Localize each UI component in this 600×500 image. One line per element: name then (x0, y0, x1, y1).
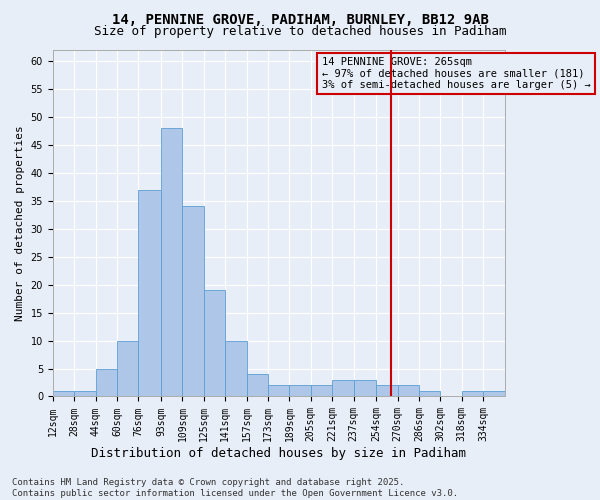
Bar (483, 391, 505, 396)
Bar (462, 391, 483, 396)
Bar (398, 386, 419, 396)
Bar (53, 391, 74, 396)
Bar (419, 391, 440, 396)
Bar (332, 380, 353, 396)
Text: 14 PENNINE GROVE: 265sqm
← 97% of detached houses are smaller (181)
3% of semi-d: 14 PENNINE GROVE: 265sqm ← 97% of detach… (322, 57, 590, 90)
Text: Contains HM Land Registry data © Crown copyright and database right 2025.
Contai: Contains HM Land Registry data © Crown c… (12, 478, 458, 498)
Bar (289, 386, 311, 396)
Y-axis label: Number of detached properties: Number of detached properties (15, 126, 25, 321)
Bar (247, 374, 268, 396)
Bar (376, 386, 398, 396)
Text: Size of property relative to detached houses in Padiham: Size of property relative to detached ho… (94, 25, 506, 38)
Bar (225, 340, 247, 396)
Text: 14, PENNINE GROVE, PADIHAM, BURNLEY, BB12 9AB: 14, PENNINE GROVE, PADIHAM, BURNLEY, BB1… (112, 12, 488, 26)
Bar (311, 386, 332, 396)
Bar (95, 368, 117, 396)
Bar (117, 340, 139, 396)
X-axis label: Distribution of detached houses by size in Padiham: Distribution of detached houses by size … (91, 447, 466, 460)
Bar (353, 380, 376, 396)
Bar (268, 386, 289, 396)
Bar (139, 190, 161, 396)
Bar (204, 290, 225, 397)
Bar (161, 128, 182, 396)
Bar (74, 391, 95, 396)
Bar (182, 206, 204, 396)
